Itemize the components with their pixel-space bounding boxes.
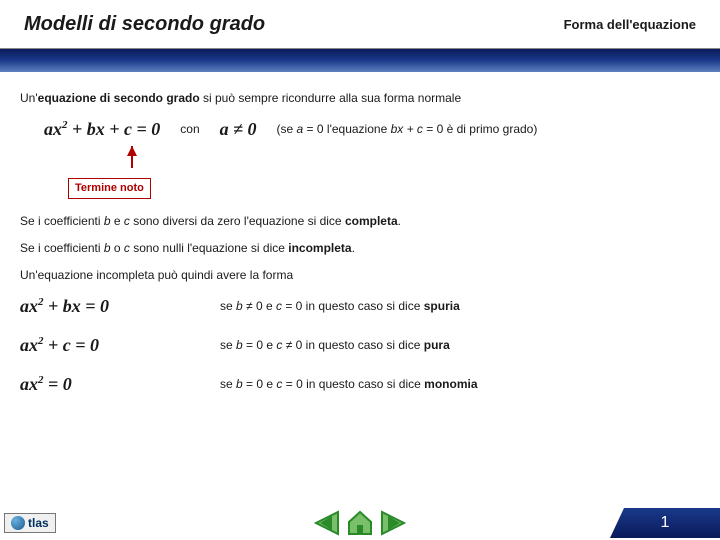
f0-m1: ≠ 0 e (243, 299, 276, 313)
f1-ax: ax (20, 335, 38, 355)
eq-rest: + bx + c = 0 (68, 119, 161, 139)
con-label: con (180, 121, 199, 138)
f1-word: pura (424, 338, 450, 352)
note-mid2: = 0 è di primo grado) (423, 122, 537, 136)
incompleta-pre: Se i coefficienti (20, 241, 104, 255)
f0-m2: = 0 in questo caso si dice (282, 299, 424, 313)
form-desc: se b = 0 e c = 0 in questo caso si dice … (220, 376, 478, 393)
note-mid1: = 0 l'equazione (303, 122, 390, 136)
f0-rest: + bx = 0 (44, 296, 110, 316)
condition: a ≠ 0 (220, 117, 257, 142)
f2-b: b (236, 377, 243, 391)
f2-pre: se (220, 377, 236, 391)
incompleta-or: o (111, 241, 124, 255)
condition-note: (se a = 0 l'equazione bx + c = 0 è di pr… (277, 121, 538, 138)
incompleta-mid: sono nulli l'equazione si dice (130, 241, 288, 255)
f1-rest: + c = 0 (44, 335, 100, 355)
globe-icon (11, 516, 25, 530)
incompleta-b: b (104, 241, 111, 255)
f0-word: spuria (424, 299, 460, 313)
slide-footer: tlas 1 (0, 506, 720, 540)
logo-text: tlas (28, 516, 49, 530)
completa-b: b (104, 214, 111, 228)
definitions: Se i coefficienti b e c sono diversi da … (20, 213, 700, 283)
atlas-logo: tlas (4, 513, 56, 533)
main-equation-row: ax2 + bx + c = 0 con a ≠ 0 (se a = 0 l'e… (20, 117, 700, 142)
form-desc: se b = 0 e c ≠ 0 in questo caso si dice … (220, 337, 450, 354)
completa-mid: sono diversi da zero l'equazione si dice (130, 214, 345, 228)
arrow-callout: Termine noto (60, 146, 700, 199)
incompleta-dot: . (352, 241, 355, 255)
form-eq: ax2 + bx = 0 (20, 294, 220, 319)
termine-noto-label: Termine noto (68, 178, 151, 199)
f1-pre: se (220, 338, 236, 352)
slide-content: Un'equazione di secondo grado si può sem… (0, 72, 720, 397)
page-number: 1 (661, 514, 670, 532)
intro-paragraph: Un'equazione di secondo grado si può sem… (20, 90, 700, 107)
completa-pre: Se i coefficienti (20, 214, 104, 228)
f1-m1: = 0 e (243, 338, 277, 352)
f2-rest: = 0 (44, 374, 72, 394)
incompleta-word: incompleta (288, 241, 351, 255)
next-button[interactable] (380, 510, 408, 536)
form-eq: ax2 = 0 (20, 372, 220, 397)
f2-m1: = 0 e (243, 377, 277, 391)
page-number-badge: 1 (610, 508, 720, 538)
f1-m2: ≠ 0 in questo caso si dice (282, 338, 423, 352)
form-desc: se b ≠ 0 e c = 0 in questo caso si dice … (220, 298, 460, 315)
slide-header: Modelli di secondo grado Forma dell'equa… (0, 0, 720, 48)
eq-ax: ax (44, 119, 62, 139)
f1-b: b (236, 338, 243, 352)
f2-m2: = 0 in questo caso si dice (282, 377, 424, 391)
def-completa: Se i coefficienti b e c sono diversi da … (20, 213, 700, 230)
slide-title: Modelli di secondo grado (24, 13, 564, 36)
form-monomia: ax2 = 0 se b = 0 e c = 0 in questo caso … (20, 372, 700, 397)
f0-ax: ax (20, 296, 38, 316)
form-pura: ax2 + c = 0 se b = 0 e c ≠ 0 in questo c… (20, 333, 700, 358)
slide-subtitle: Forma dell'equazione (564, 17, 696, 32)
intro-prefix: Un' (20, 91, 38, 105)
forms-list: ax2 + bx = 0 se b ≠ 0 e c = 0 in questo … (20, 294, 700, 398)
nav-controls (312, 510, 408, 536)
forms-intro: Un'equazione incompleta può quindi avere… (20, 267, 700, 284)
form-eq: ax2 + c = 0 (20, 333, 220, 358)
prev-button[interactable] (312, 510, 340, 536)
def-incompleta: Se i coefficienti b o c sono nulli l'equ… (20, 240, 700, 257)
main-equation: ax2 + bx + c = 0 (44, 117, 160, 142)
f0-pre: se (220, 299, 236, 313)
f0-b: b (236, 299, 243, 313)
intro-suffix: si può sempre ricondurre alla sua forma … (200, 91, 461, 105)
home-button[interactable] (346, 510, 374, 536)
completa-and: e (111, 214, 124, 228)
f2-ax: ax (20, 374, 38, 394)
intro-bold: equazione di secondo grado (38, 91, 200, 105)
completa-word: completa (345, 214, 398, 228)
arrow-icon (60, 146, 180, 176)
f2-word: monomia (424, 377, 477, 391)
header-band (0, 48, 720, 72)
note-bx: bx + c (391, 122, 423, 136)
form-spuria: ax2 + bx = 0 se b ≠ 0 e c = 0 in questo … (20, 294, 700, 319)
note-open: (se (277, 122, 297, 136)
